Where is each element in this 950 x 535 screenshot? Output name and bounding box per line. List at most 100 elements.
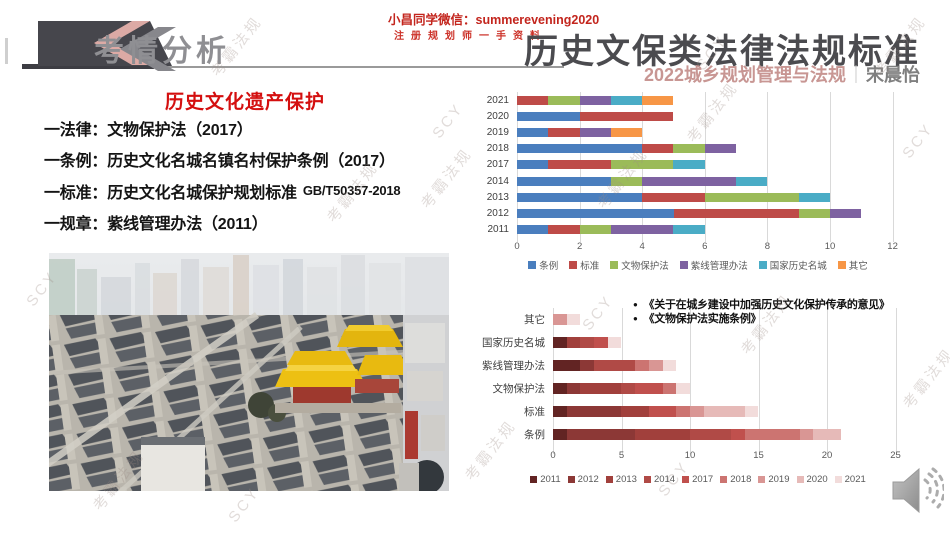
bar-track [517,225,705,235]
bar-segment [548,160,611,170]
audio-speaker-icon[interactable] [888,460,944,522]
category-label: 2021 [486,94,509,106]
x-tick-label: 2 [576,241,583,252]
bar-segment [798,208,830,218]
chart-row: 2012 [470,205,862,221]
chart-x-axis: 0 2 4 6 8 10 12 [470,241,926,253]
category-label: 2012 [486,207,509,219]
bar-segment [799,429,814,440]
legend-item: 其它 [837,258,868,272]
bar-segment [553,314,567,325]
bullet-list: 一法律： 文物保护法（2017） 一条例： 历史文化名城名镇名村保护条例（2017）… [44,112,401,238]
legend-chip [720,476,728,483]
legend-item: 2012 [567,474,599,485]
chart-rows: 2021 2020 2019 2018 2017 2014 2013 2012 2011 [470,92,862,238]
bar-segment [642,144,674,154]
legend-chip [682,476,690,483]
bar-segment [566,429,636,440]
bar-segment [580,337,595,348]
annotation-regulation: 《文物保护法实施条例》 [633,312,933,326]
subtitle: 2022城乡规划管理与法规｜宋晨怡 [644,61,920,87]
legend-chip [758,476,766,483]
legend-label: 2017 [692,474,714,485]
chart-row: 2017 [470,157,861,173]
annotation-opinion: 《关于在城乡建设中加强历史文化保护传承的意见》 [633,298,933,312]
bar-segment [689,429,732,440]
bar-segment [689,406,704,417]
bar-segment [648,406,677,417]
bar-segment [703,406,745,417]
x-tick-label: 10 [824,241,836,252]
legend-chip [569,261,578,269]
bar-segment [648,360,663,371]
bar-segment [580,383,622,394]
bar-segment [553,337,567,348]
legend-item: 2019 [758,474,790,485]
x-tick-label: 12 [887,241,898,252]
bar-track [553,360,677,371]
chart-row: 其它 [470,308,841,331]
legend-item: 2013 [605,474,637,485]
gridline [704,92,706,242]
legend-chip [605,476,613,483]
bullet-label: 一条例： [44,153,108,171]
legend-chip [567,476,575,483]
bar-segment [610,95,643,105]
bar-segment [517,225,549,235]
watermark: 考霸法规 [418,145,476,213]
legend-item: 2017 [682,474,713,485]
course-name: 2022城乡规划管理与法规 [643,65,846,85]
bullet-rule: 一规章： 紫线管理办法（2011） [44,207,401,239]
legend-item: 标准 [569,258,599,272]
bar-segment [579,225,611,235]
legend-label: 2018 [730,474,752,485]
bar-track [517,111,674,121]
gridline [895,308,897,454]
bar-segment [553,406,567,417]
bar-track [553,337,622,348]
bar-segment [704,144,737,154]
category-label: 其它 [524,314,545,326]
bar-segment [673,208,799,218]
legend-item: 2021 [834,474,866,485]
bar-segment [736,176,768,186]
bar-segment [673,225,705,235]
bar-segment [610,160,674,170]
chevron-logo-icon [38,21,176,71]
bar-segment [607,337,622,348]
category-label: 文物保护法 [492,383,546,395]
legend-label: 2013 [615,474,637,485]
gridline [690,308,691,454]
historic-district-photo [49,253,449,491]
gridline [621,308,623,454]
category-label: 2013 [486,191,509,203]
bar-segment [517,208,674,218]
bullet-text: 历史文化名城保护规划标准 [107,184,297,202]
bar-segment [517,127,549,137]
bullet-label: 一标准： [44,184,108,202]
chart-row: 2021 [470,92,861,108]
category-label: 2014 [486,175,509,187]
bar-segment [594,360,636,371]
bullet-standard: 一标准： 历史文化名城保护规划标准 GB/T50357-2018 [44,175,401,207]
chart-row: 文物保护法 [470,377,841,400]
chart-row: 2018 [470,141,861,157]
bar-track [517,192,830,202]
category-label: 2011 [487,224,509,236]
legend-label: 2020 [806,474,828,485]
gridline [553,308,554,454]
bar-segment [566,314,581,325]
legend-chip [796,476,804,483]
chart-rows: 其它 国家历史名城 紫线管理办法 文物保护法 标准 条例 [470,308,841,446]
watermark: SCY [429,99,468,142]
bar-segment [553,429,567,440]
chart-row: 2019 [470,124,861,140]
category-label: 国家历史名城 [482,337,545,349]
legend-chip [643,476,651,483]
bar-segment [744,406,759,417]
x-tick-label: 0 [514,241,520,252]
category-label: 2020 [486,110,509,122]
bar-segment [579,127,611,137]
header-rule [22,66,564,68]
